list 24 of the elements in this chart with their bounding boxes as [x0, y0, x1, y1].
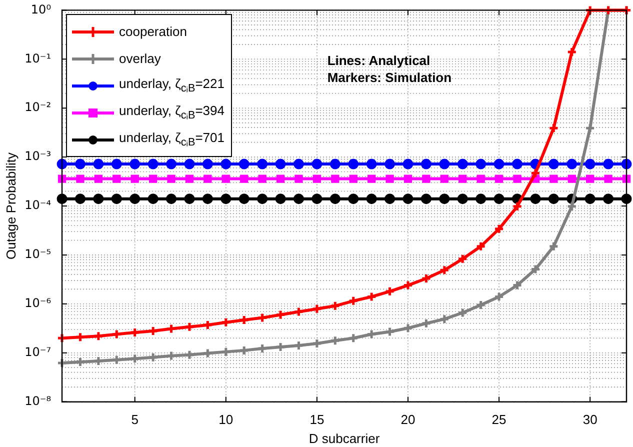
annotation: Markers: Simulation — [327, 69, 452, 86]
y-tick-label: 10⁻⁴ — [24, 198, 52, 212]
x-tick-label: 5 — [131, 412, 138, 428]
y-tick-label: 10⁻² — [24, 100, 52, 114]
x-tick-label: 25 — [492, 412, 506, 428]
y-tick-label: 10⁻³ — [24, 149, 52, 164]
x-tick-label: 10 — [218, 412, 234, 428]
y-axis-title: Outage Probability — [3, 152, 18, 260]
legend-label: underlay, ζ$_{cᵢB}$=221 — [119, 76, 224, 95]
y-tick-label: 10⁻⁷ — [24, 344, 52, 359]
legend-label: underlay, ζ$_{cᵢB}$=701 — [119, 130, 224, 149]
y-tick-label: 10⁻¹ — [24, 51, 52, 66]
y-tick-label: 10⁻⁶ — [24, 296, 52, 310]
x-axis-title: D subcarrier — [308, 430, 380, 446]
y-tick-label: 10⁻⁸ — [24, 394, 52, 408]
y-tick-label: 10⁰ — [30, 2, 52, 16]
annotation: Lines: Analytical — [327, 52, 432, 70]
x-tick-label: 20 — [400, 412, 416, 428]
x-tick-label: 15 — [310, 412, 324, 428]
legend-label: underlay, ζ$_{cᵢB}$=394 — [119, 103, 224, 122]
legend-label: cooperation — [119, 24, 187, 40]
x-tick-label: 30 — [582, 412, 598, 428]
y-tick-label: 10⁻⁵ — [24, 247, 52, 262]
legend-label: overlay — [119, 51, 161, 66]
